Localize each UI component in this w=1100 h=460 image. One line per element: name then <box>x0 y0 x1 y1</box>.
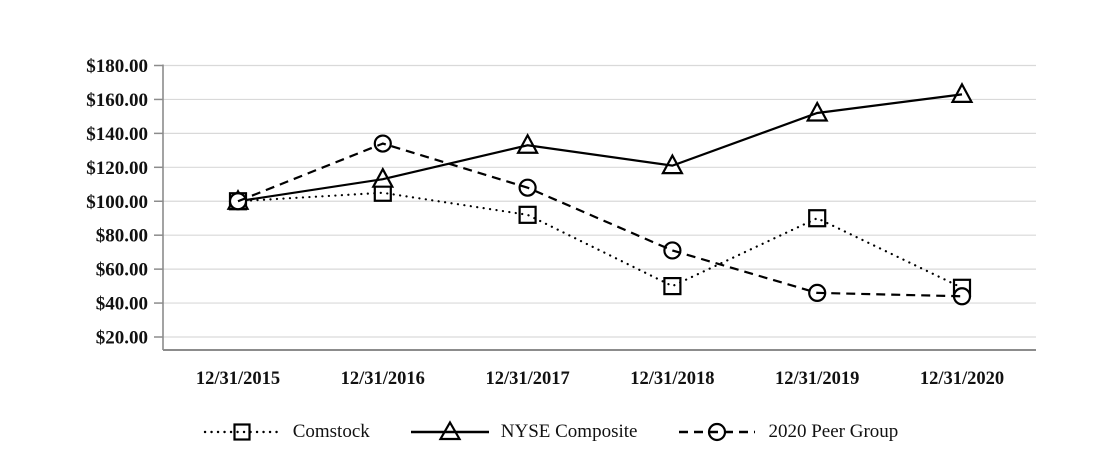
legend-label-comstock: Comstock <box>292 421 370 442</box>
y-axis-label: $140.00 <box>86 124 148 145</box>
legend-item-2020-peer-group: 2020 Peer Group <box>677 419 898 445</box>
solid-triangle-marker-icon <box>410 420 489 441</box>
x-axis-label: 12/31/2019 <box>775 369 859 389</box>
x-axis-label: 12/31/2018 <box>630 369 714 389</box>
y-axis-label: $100.00 <box>86 192 148 213</box>
series-line <box>237 142 963 298</box>
x-axis-label: 12/31/2017 <box>485 369 569 389</box>
triangle-marker-icon <box>516 132 539 154</box>
series-line <box>237 93 963 203</box>
y-axis-label: $40.00 <box>96 294 148 315</box>
series-2020-peer-group <box>228 134 972 306</box>
x-axis-label: 12/31/2015 <box>196 369 280 389</box>
legend-label-2020-peer-group: 2020 Peer Group <box>768 421 899 442</box>
legend-item-comstock: Comstock <box>202 419 370 445</box>
legend-item-nyse-composite: NYSE Composite <box>410 419 638 445</box>
x-axis-label: 12/31/2020 <box>920 369 1004 389</box>
y-axis-label: $120.00 <box>86 158 148 179</box>
triangle-marker-icon <box>950 82 974 103</box>
chart-legend: Comstock NYSE Composite 2020 Peer Group <box>0 419 1100 445</box>
series-line <box>236 191 964 289</box>
y-axis-label: $80.00 <box>96 226 148 247</box>
y-axis-label: $180.00 <box>86 56 148 77</box>
square-marker-icon <box>808 209 827 228</box>
y-axis-label: $160.00 <box>86 90 148 111</box>
x-axis-label: 12/31/2016 <box>341 369 425 389</box>
y-axis-label: $60.00 <box>96 260 148 281</box>
square-marker-icon <box>663 276 682 296</box>
y-axis-label: $20.00 <box>96 328 148 349</box>
series-nyse-composite <box>226 82 974 210</box>
legend-label-nyse-composite: NYSE Composite <box>500 421 638 442</box>
dotted-square-marker-icon <box>203 423 280 441</box>
dashed-circle-marker-icon <box>679 422 756 442</box>
